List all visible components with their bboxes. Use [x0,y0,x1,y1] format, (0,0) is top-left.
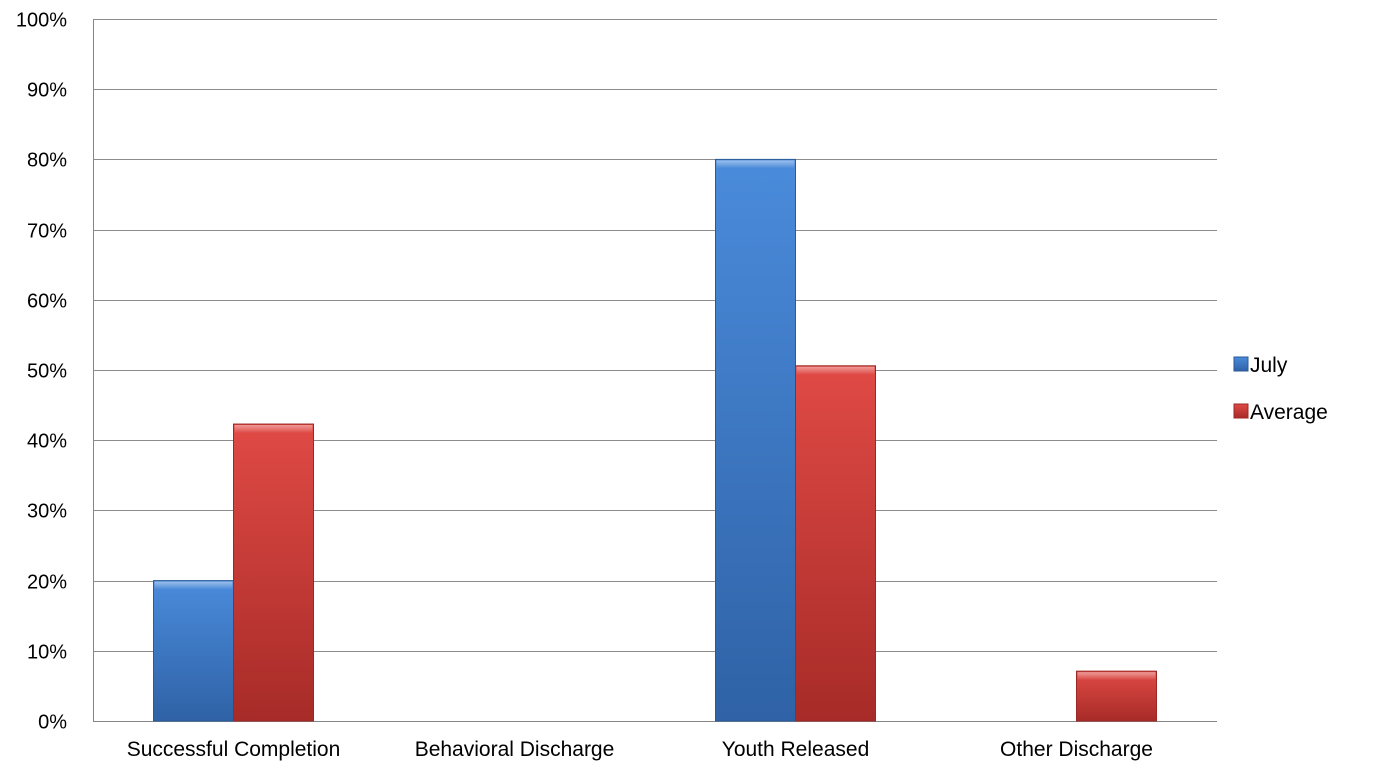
y-tick-label: 60% [27,291,67,313]
bar-july-1 [153,580,234,722]
bar-body [233,423,314,722]
bar-average-1 [233,423,314,722]
x-category-label: Youth Released [722,738,870,761]
bars [153,158,1157,722]
bar-highlight [796,366,875,375]
bar-july-3 [715,158,796,722]
legend-swatch [1233,403,1249,419]
y-tick-label: 0% [38,712,67,734]
y-tick-label: 10% [27,642,67,664]
bar-highlight [1077,672,1156,681]
bar-highlight [234,425,313,434]
bar-body [715,158,796,722]
y-tick-label: 40% [27,431,67,453]
bar-highlight [716,160,795,169]
legend-label: July [1250,354,1288,377]
bar-body [153,580,234,722]
legend: July Average [1233,354,1328,424]
y-tick-label: 50% [27,361,67,383]
bar-body [795,365,876,722]
bar-highlight [154,581,233,590]
y-tick-label: 20% [27,572,67,594]
y-tick-label: 70% [27,221,67,243]
y-axis: 0% 10% 20% 30% 40% 50% 60% 70% 80% 90% 100% [16,10,94,734]
x-category-label: Successful Completion [127,738,341,761]
y-tick-label: 30% [27,501,67,523]
bar-average-4 [1076,670,1157,722]
bar-average-3 [795,365,876,722]
x-category-label: Other Discharge [1000,738,1153,761]
x-category-label: Behavioral Discharge [415,738,615,761]
legend-item-average: Average [1233,401,1328,424]
legend-label: Average [1250,401,1328,424]
legend-item-july: July [1233,354,1288,377]
y-tick-label: 100% [16,10,67,32]
y-tick-label: 90% [27,80,67,102]
legend-swatch [1233,356,1249,372]
y-tick-label: 80% [27,150,67,172]
x-axis-labels: Successful Completion Behavioral Discharg… [127,738,1153,761]
